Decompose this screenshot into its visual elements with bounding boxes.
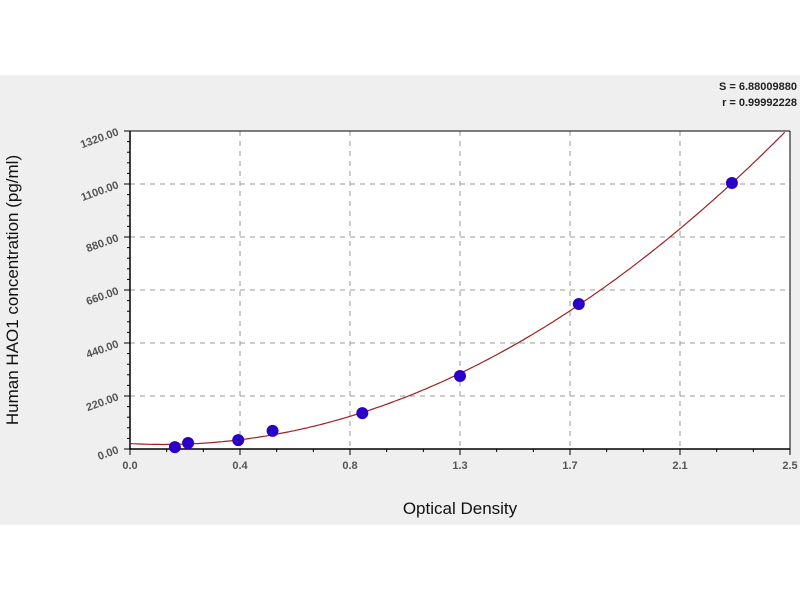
data-point: [725, 177, 738, 190]
x-tick-label: 2.1: [672, 460, 687, 472]
data-points: [168, 177, 738, 454]
x-tick-label: 0.0: [122, 460, 137, 472]
stat-s: S = 6.88009880: [719, 81, 797, 93]
data-point: [572, 297, 585, 310]
y-tick-label: 880.00: [85, 232, 121, 255]
x-tick-label: 0.4: [232, 460, 248, 472]
y-tick-label: 440.00: [85, 338, 121, 361]
data-point: [454, 370, 466, 383]
y-tick-label: 1320.00: [79, 126, 120, 151]
y-tick-label: 660.00: [85, 285, 121, 308]
y-tick-label: 1100.00: [79, 179, 120, 204]
x-tick-label: 2.5: [782, 460, 797, 472]
grid: [130, 131, 790, 449]
x-tick-label: 1.3: [452, 460, 467, 472]
data-point: [356, 407, 369, 420]
x-tick-label: 0.8: [342, 460, 357, 472]
x-tick-label: 1.7: [562, 460, 577, 472]
data-point: [232, 434, 245, 447]
y-tick-label: 0.00: [96, 444, 120, 463]
stat-r: r = 0.99992228: [722, 97, 797, 109]
data-point: [168, 441, 181, 454]
x-axis-label: Optical Density: [403, 499, 518, 518]
data-point: [266, 424, 279, 437]
y-tick-label: 220.00: [85, 391, 121, 414]
y-axis-label: Human HAO1 concentration (pg/ml): [3, 155, 22, 425]
data-point: [182, 436, 195, 449]
